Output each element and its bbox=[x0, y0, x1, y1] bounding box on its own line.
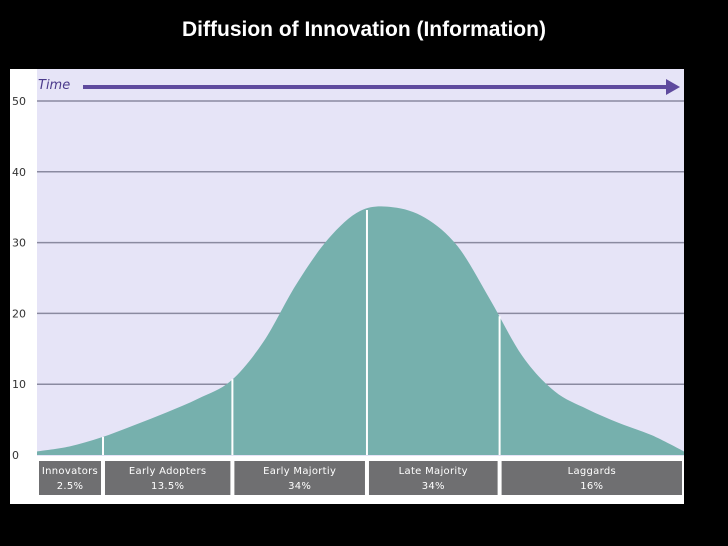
y-tick-label-0: 0 bbox=[12, 449, 19, 462]
segment-box bbox=[102, 459, 233, 497]
segment-percent: 2.5% bbox=[57, 481, 84, 492]
adoption-curve bbox=[37, 206, 684, 455]
segment-box bbox=[232, 459, 367, 497]
y-tick-label-20: 20 bbox=[12, 307, 26, 320]
segment-name: Late Majority bbox=[399, 466, 468, 477]
segment-name: Innovators bbox=[42, 466, 98, 477]
segment-name: Early Adopters bbox=[129, 466, 207, 477]
slide-title: Diffusion of Innovation (Information) bbox=[182, 18, 546, 41]
y-tick-labels: 0 10 20 30 40 50 bbox=[12, 95, 26, 462]
segment-percent: 13.5% bbox=[151, 481, 184, 492]
segment-box bbox=[499, 459, 684, 497]
segment-percent: 34% bbox=[288, 481, 311, 492]
segment-labels: Innovators 2.5% Early Adopters 13.5% Early M… bbox=[37, 459, 684, 497]
time-arrow-head bbox=[666, 79, 680, 95]
segment-percent: 34% bbox=[422, 481, 445, 492]
diffusion-chart: 0 10 20 30 40 50 Time Innovators 2.5% Early Ado… bbox=[12, 69, 684, 497]
x-axis-label: Time bbox=[38, 78, 70, 93]
y-tick-label-10: 10 bbox=[12, 378, 26, 391]
y-tick-label-30: 30 bbox=[12, 237, 26, 250]
y-tick-label-40: 40 bbox=[12, 166, 26, 179]
segment-percent: 16% bbox=[580, 481, 603, 492]
segment-box bbox=[366, 459, 500, 497]
segment-name: Laggards bbox=[568, 466, 616, 477]
y-tick-label-50: 50 bbox=[12, 95, 26, 108]
segment-name: Early Majortiy bbox=[263, 466, 336, 477]
chart-panel: 0 10 20 30 40 50 Time Innovators 2.5% Early Ado… bbox=[10, 69, 684, 504]
segment-dividers bbox=[101, 210, 501, 455]
segment-box bbox=[37, 459, 103, 497]
